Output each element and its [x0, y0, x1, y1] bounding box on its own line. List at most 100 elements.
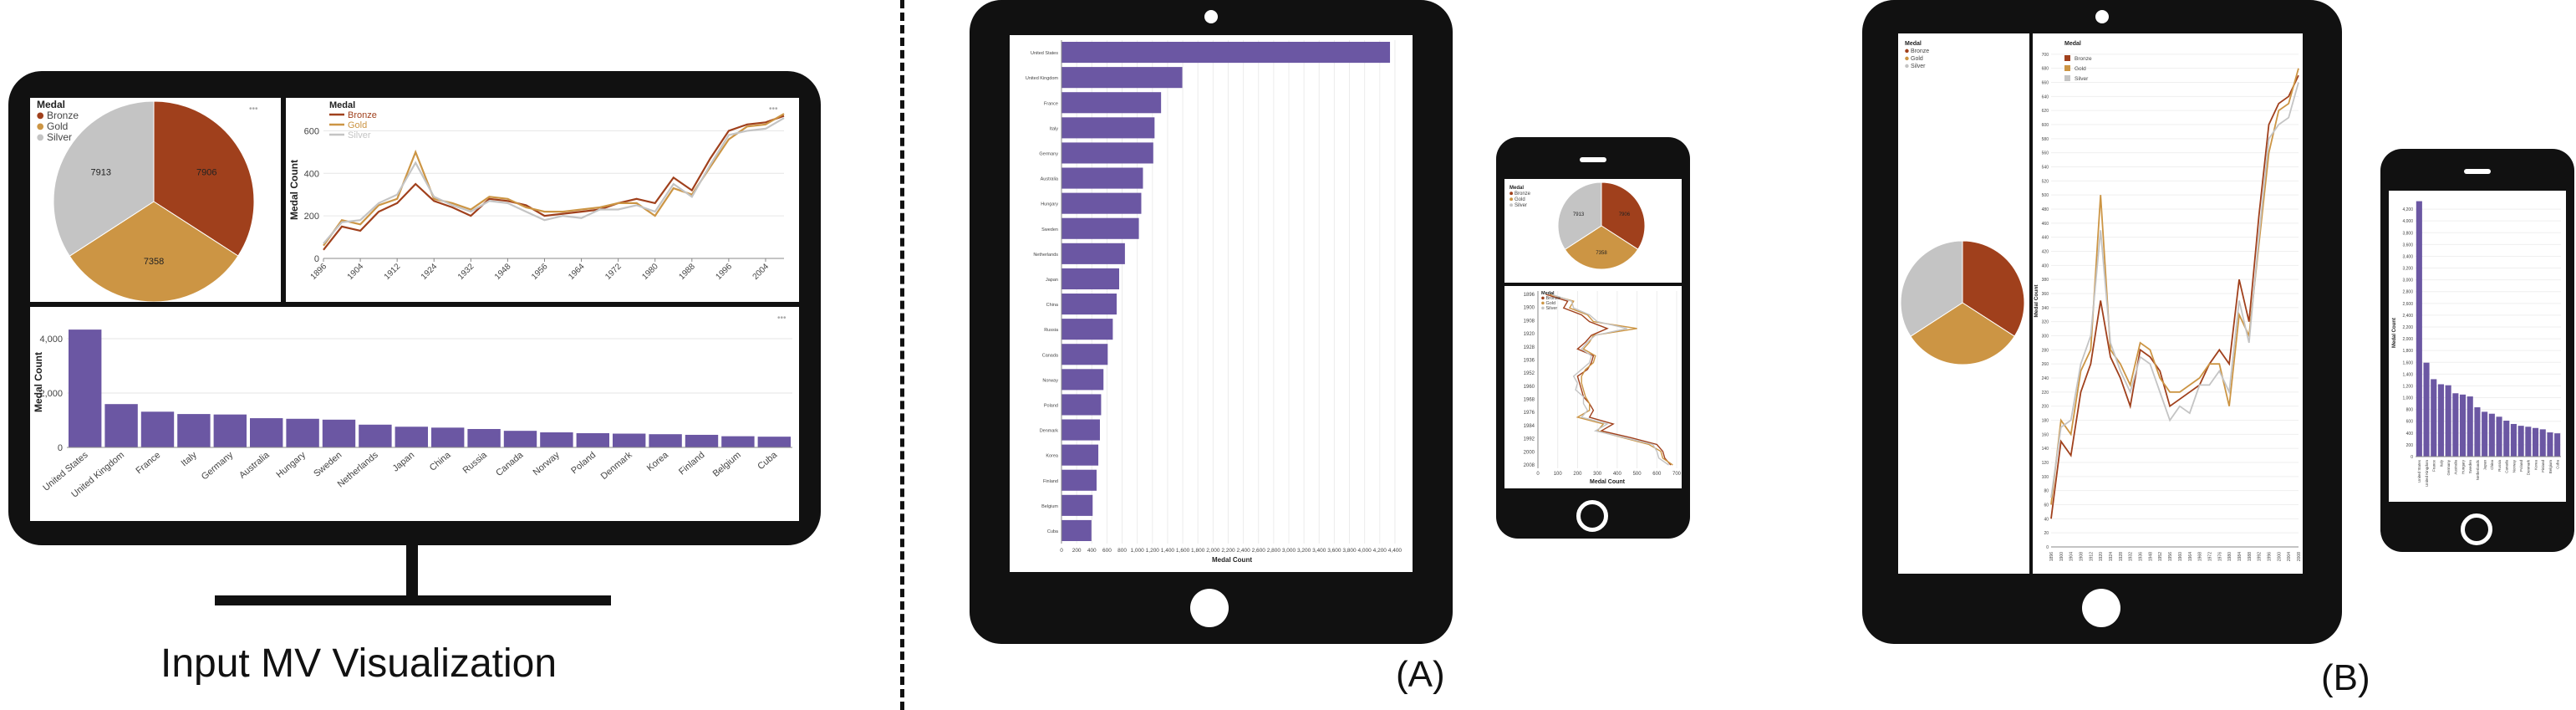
y-tick-label: Italy — [1050, 126, 1058, 131]
legend-label-gold: Gold — [1911, 56, 1923, 62]
tablet-a-home-button[interactable] — [1190, 589, 1229, 627]
pie-value-label: 7906 — [1619, 212, 1631, 217]
x-tick-label: 2000 — [2277, 552, 2282, 561]
bar — [1061, 42, 1391, 64]
legend-swatch-silver — [1509, 203, 1514, 207]
line-series-bronze — [1545, 294, 1672, 466]
y-tick-label: 1952 — [1524, 371, 1535, 376]
x-tick-label: 1964 — [567, 262, 587, 282]
pie-value-label: 7913 — [1573, 212, 1585, 217]
x-tick-label: Finland — [677, 450, 706, 477]
phone-a-pie-panel: 7906 7358 7913 Medal Bronze Gold Silver — [1504, 179, 1682, 283]
x-tick-label: 600 — [1102, 548, 1112, 554]
legend-swatch-bronze — [37, 112, 44, 120]
bar — [1061, 167, 1143, 189]
pie-value-label: 7358 — [144, 257, 164, 267]
y-tick-label: Canada — [1042, 353, 1059, 358]
legend-label-silver: Silver — [1546, 306, 1558, 311]
y-tick-label: 1,200 — [2402, 384, 2413, 389]
x-tick-label: 2,200 — [1221, 548, 1235, 554]
bar — [1061, 469, 1097, 491]
bar — [685, 434, 719, 447]
y-tick-label: 400 — [304, 169, 319, 179]
x-tick-label: Canada — [494, 450, 526, 479]
bar — [2437, 384, 2444, 457]
x-tick-label: Australia — [2454, 460, 2458, 475]
bar — [2517, 426, 2524, 457]
x-tick-label: 1,800 — [1191, 548, 1205, 554]
x-tick-label: 2,000 — [1206, 548, 1220, 554]
y-tick-label: 420 — [2042, 250, 2049, 255]
y-tick-label: 2,200 — [2402, 325, 2413, 330]
bar — [395, 427, 428, 447]
x-tick-label: 1996 — [2267, 552, 2272, 561]
x-tick-label: 800 — [1117, 548, 1127, 554]
bar — [322, 419, 356, 447]
y-tick-label: Denmark — [1040, 429, 1059, 434]
y-tick-label: 400 — [2406, 432, 2414, 437]
y-tick-label: 2008 — [1524, 463, 1535, 468]
bar — [576, 433, 609, 447]
y-tick-label: United Kingdom — [1026, 76, 1059, 81]
desktop-pie-panel: 7906 7358 7913 Medal Bronze Gold Silver ••• — [30, 98, 281, 302]
x-tick-label: China — [2490, 460, 2494, 470]
x-tick-label: 1968 — [2198, 552, 2203, 561]
phone-b-home-button[interactable] — [2461, 513, 2492, 545]
x-tick-label: 1984 — [2237, 552, 2243, 561]
x-tick-label: 1896 — [2049, 552, 2054, 561]
x-tick-label: 4,400 — [1388, 548, 1403, 554]
bar — [104, 404, 138, 447]
y-tick-label: 240 — [2042, 376, 2049, 381]
legend-label-gold: Gold — [348, 120, 367, 130]
x-tick-label: Cuba — [2555, 460, 2559, 469]
legend-label-bronze: Bronze — [1546, 296, 1560, 301]
phone-a-home-button[interactable] — [1576, 500, 1608, 532]
desktop-screen: 7906 7358 7913 Medal Bronze Gold Silver ••• 0 20… — [30, 98, 799, 521]
y-tick-label: 4,000 — [2402, 219, 2413, 224]
bar — [2539, 429, 2546, 457]
y-tick-label: 3,000 — [2402, 278, 2413, 283]
y-tick-label: 2,000 — [2402, 337, 2413, 342]
phone-a-line-panel: 0 100 200 300 400 500 600 700 1896 1900 1908 1920 19… — [1504, 286, 1682, 488]
bar — [1061, 494, 1093, 516]
y-tick-label: 500 — [2042, 193, 2049, 198]
phone-a-speaker — [1580, 157, 1606, 162]
line-series-silver — [2050, 82, 2299, 498]
caption-b: (B) — [2321, 657, 2370, 698]
y-tick-label: 1,400 — [2402, 372, 2413, 377]
bar — [540, 432, 573, 447]
legend-swatch-gold — [1541, 301, 1545, 305]
pie-value-label: 7358 — [1596, 251, 1607, 256]
legend-label-gold: Gold — [2075, 66, 2086, 72]
legend-label-silver: Silver — [1911, 64, 1926, 69]
x-tick-label: Belgium — [711, 450, 743, 479]
x-tick-label: 1928 — [2119, 552, 2124, 561]
x-tick-label: 1988 — [2248, 552, 2253, 561]
monitor-base — [215, 595, 611, 605]
y-tick-label: 520 — [2042, 179, 2049, 184]
bar — [2554, 433, 2561, 457]
legend-title: Medal — [1541, 291, 1555, 296]
y-tick-label: 1,000 — [2402, 396, 2413, 401]
x-tick-label: 1924 — [420, 262, 440, 282]
y-tick-label: 300 — [2042, 335, 2049, 340]
pie-slice-gold — [69, 201, 239, 302]
tablet-a-camera — [1204, 10, 1218, 23]
y-tick-label: 340 — [2042, 306, 2049, 311]
bar — [250, 418, 283, 447]
y-tick-label: 1896 — [1524, 293, 1535, 298]
x-tick-label: Italy — [180, 450, 200, 468]
legend-swatch-gold — [37, 123, 44, 130]
phone-a-screen: 7906 7358 7913 Medal Bronze Gold Silver 0 100 20… — [1504, 179, 1682, 488]
x-tick-label: 0 — [1060, 548, 1063, 554]
x-tick-label: 1932 — [456, 262, 476, 282]
x-tick-label: Poland — [569, 450, 598, 476]
tablet-a-screen: 0 200 400 600 800 1,000 1,200 1,400 1,600 1,800 2,… — [1010, 35, 1413, 572]
tablet-b-home-button[interactable] — [2082, 589, 2120, 627]
x-tick-label: 600 — [1652, 472, 1662, 477]
y-tick-label: 0 — [58, 443, 63, 453]
y-tick-label: 200 — [2406, 443, 2414, 448]
legend-label-gold: Gold — [47, 120, 68, 132]
x-tick-label: 1948 — [2148, 552, 2153, 561]
y-tick-label: 1,800 — [2402, 349, 2413, 354]
